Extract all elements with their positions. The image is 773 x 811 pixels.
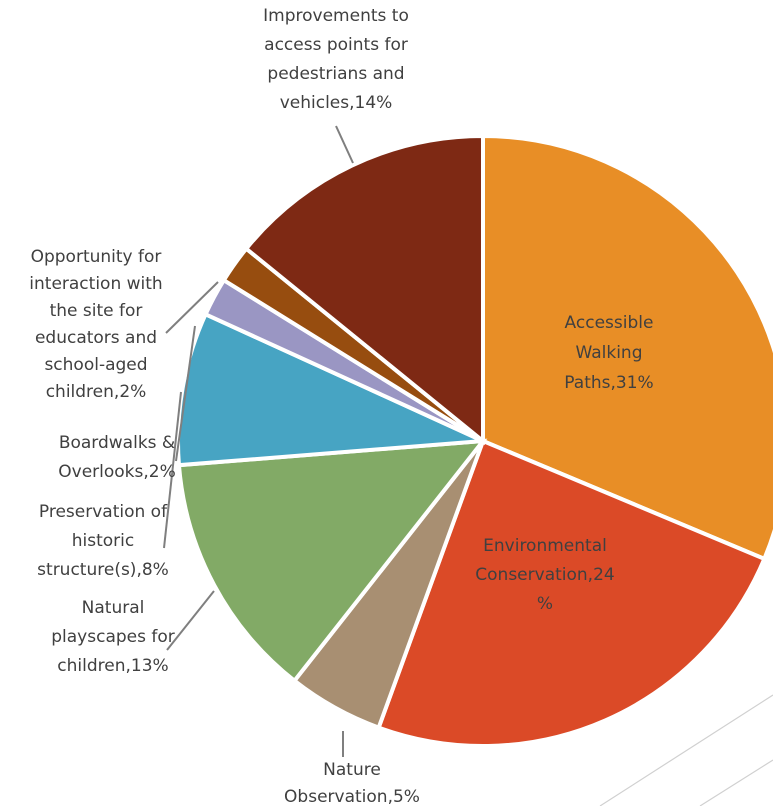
slice-label-line: Natural (82, 598, 145, 618)
slice-label-line: pedestrians and (267, 64, 404, 84)
slice-label-line: Environmental (483, 536, 607, 556)
slice-label: Natural playscapes for children,13% (51, 598, 175, 676)
slice-label: Environmental Conservation,24% (475, 536, 614, 614)
slice-label-line: Nature (323, 760, 381, 780)
leader-line (165, 281, 219, 334)
slice-labels: Accessible Walking Paths,31% Environmental C… (29, 6, 653, 807)
pie-slice (376, 438, 767, 748)
slice-label-line: children,2% (46, 382, 147, 402)
slice-label-line: Preservation of (39, 502, 168, 522)
pie-slice (176, 311, 491, 468)
slice-label-line: school-aged (44, 355, 147, 375)
background-line-1 (599, 694, 773, 807)
leader-line (166, 590, 215, 651)
slice-label-line: Opportunity for (31, 247, 162, 267)
slice-label-line: Observation,5% (284, 787, 420, 806)
leader-line (175, 325, 196, 462)
slice-label-line: playscapes for (51, 627, 175, 647)
slice-label-line: Walking (576, 343, 643, 363)
leader-line (335, 125, 354, 164)
slice-label-line: Conservation,24 (475, 565, 614, 585)
slice-label-line: % (537, 594, 553, 614)
slice-label-line: children,13% (57, 656, 168, 676)
slice-label-line: Improvements to (263, 6, 409, 26)
pie-slice (481, 133, 773, 562)
slice-label-line: Boardwalks & (59, 433, 175, 453)
slice-label-line: vehicles,14% (280, 93, 393, 113)
background-line-2 (699, 759, 773, 807)
slice-label: Opportunity for interaction with the site … (29, 247, 162, 402)
slice-label-line: educators and (35, 328, 157, 348)
slice-label-line: structure(s),8% (37, 560, 169, 580)
slice-label-line: access points for (264, 35, 408, 55)
slice-label: Nature Observation,5% (284, 760, 420, 806)
slice-label: Boardwalks & Overlooks,2% (58, 433, 176, 482)
slice-label: Preservation of historic structure(s),8% (37, 502, 169, 580)
slice-label-line: the site for (50, 301, 143, 321)
slice-label-line: Accessible (565, 313, 654, 333)
slice-label: Accessible Walking Paths,31% (564, 313, 653, 393)
slice-label-line: historic (72, 531, 134, 551)
leader-lines (163, 125, 354, 757)
slice-label-line: Paths,31% (564, 373, 653, 393)
slice-label: Improvements to access points for pedestri… (263, 6, 409, 113)
pie-slice (243, 133, 485, 446)
slice-label-line: interaction with (29, 274, 162, 294)
pie-slice (176, 438, 488, 684)
leader-line (163, 391, 182, 549)
pie-slices (176, 133, 773, 748)
slice-label-line: Overlooks,2% (58, 462, 176, 482)
